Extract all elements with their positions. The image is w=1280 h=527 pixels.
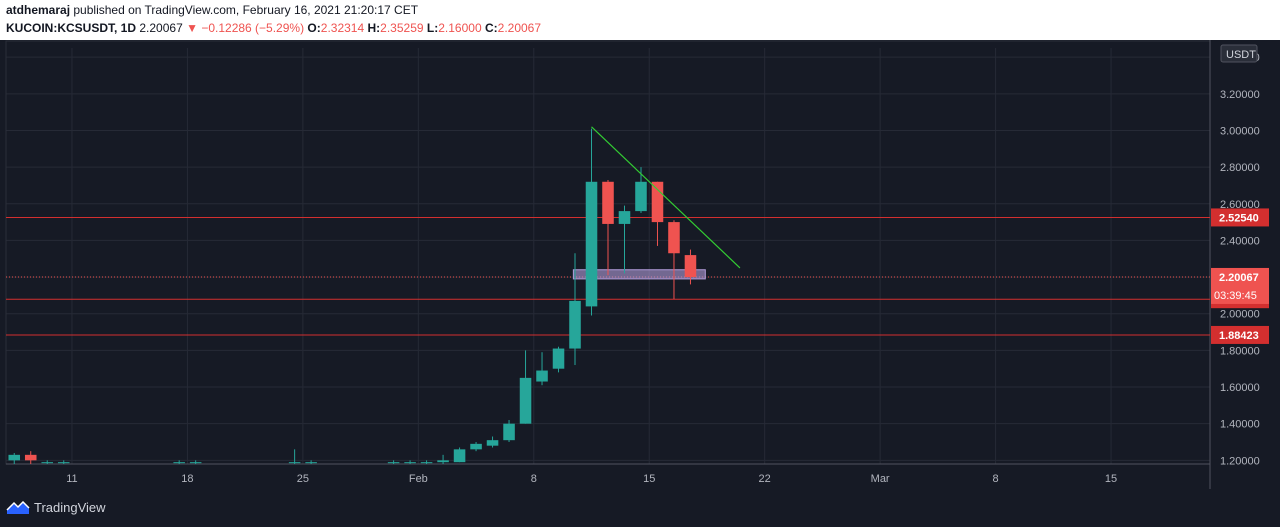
time-tick-label: 11: [66, 473, 77, 485]
time-tick-label: 22: [759, 473, 771, 485]
candle-body[interactable]: [420, 462, 433, 464]
trend-line[interactable]: [591, 126, 741, 269]
zone-rectangle[interactable]: [572, 269, 706, 280]
symbol-label[interactable]: KUCOIN:KCSUSDT, 1D: [6, 21, 137, 35]
price-tick-label: 1.20000: [1220, 455, 1260, 467]
time-tick-label: 15: [1105, 473, 1117, 485]
candle-body[interactable]: [651, 181, 664, 223]
candle-body[interactable]: [305, 462, 317, 464]
tradingview-brand: TradingView: [34, 500, 106, 515]
price-tick-label: 2.80000: [1220, 162, 1260, 174]
candle-body[interactable]: [519, 377, 532, 424]
low-label: L:: [426, 21, 439, 35]
high-value: 2.35259: [380, 21, 424, 35]
time-tick-label: 25: [297, 473, 309, 485]
time-tick-label: 15: [643, 473, 655, 485]
time-tick-label: 8: [993, 473, 999, 485]
candle-body[interactable]: [618, 211, 631, 224]
candlestick-chart[interactable]: 1.20000 1.40000 1.60000 1.80000 2.00000 2.200…: [0, 40, 1280, 490]
candle-body[interactable]: [24, 454, 37, 461]
down-arrow-icon: ▼: [186, 21, 198, 35]
horizontal-line-price-tag: 2.52540: [1219, 212, 1259, 224]
price-tick-label: 2.60000: [1220, 199, 1260, 211]
price-tick-label: 1.60000: [1220, 382, 1260, 394]
price-tick-label: 3.00000: [1220, 125, 1260, 137]
low-value: 2.16000: [438, 21, 482, 35]
candle-body[interactable]: [503, 423, 515, 441]
candle-body[interactable]: [288, 462, 301, 464]
candle-body[interactable]: [486, 440, 499, 446]
price-tick-label: 2.00000: [1220, 309, 1260, 321]
publish-date: published on TradingView.com, February 1…: [73, 3, 419, 17]
tradingview-logo[interactable]: TradingView: [6, 500, 106, 515]
price-tick-label: 1.40000: [1220, 419, 1260, 431]
candle-body[interactable]: [635, 181, 647, 212]
candle-body[interactable]: [684, 255, 697, 278]
candle-body[interactable]: [387, 462, 400, 464]
chart-background: [0, 40, 1280, 490]
time-tick-label: Mar: [871, 473, 890, 485]
candle-body[interactable]: [8, 454, 21, 461]
horizontal-line-price-tag-bg: [1211, 208, 1269, 227]
time-tick-label: 18: [181, 473, 193, 485]
candle-body[interactable]: [404, 462, 416, 464]
horizontal-line-price-tag-bg: [1211, 325, 1269, 344]
candle-body[interactable]: [668, 222, 680, 254]
candle-body[interactable]: [57, 462, 70, 464]
candle-body[interactable]: [453, 449, 466, 463]
high-label: H:: [367, 21, 381, 35]
price-tick-label: 1.80000: [1220, 345, 1260, 357]
candle-body[interactable]: [569, 300, 581, 349]
close-value: 2.20067: [497, 21, 542, 35]
close-label: C:: [484, 21, 498, 35]
price-tick-label: 2.40000: [1220, 235, 1260, 247]
open-value: 2.32314: [320, 21, 365, 35]
candle-body[interactable]: [585, 181, 598, 307]
open-label: O:: [307, 21, 321, 35]
currency-badge[interactable]: [1220, 44, 1258, 63]
candle-body[interactable]: [470, 443, 482, 450]
ohlc-legend: KUCOIN:KCSUSDT, 1D 2.20067 ▼ −0.12286 (−…: [6, 21, 541, 35]
candle-body[interactable]: [437, 460, 449, 463]
currency-label: USDT: [1226, 49, 1256, 61]
publish-info: atdhemaraj published on TradingView.com,…: [6, 3, 418, 17]
tradingview-logo-icon: [6, 500, 30, 514]
candle-body[interactable]: [602, 181, 614, 224]
time-tick-label: Feb: [409, 473, 428, 485]
chart-header: atdhemaraj published on TradingView.com,…: [0, 0, 1280, 40]
last-price-tag-bg: [1211, 267, 1269, 304]
time-tick-label: 8: [531, 473, 537, 485]
last-price: 2.20067: [139, 21, 183, 35]
countdown-label: 03:39:45: [1214, 290, 1257, 302]
author-name[interactable]: atdhemaraj: [6, 3, 71, 17]
chart-footer: TradingView: [0, 490, 1280, 527]
candle-body[interactable]: [552, 348, 565, 369]
candle-body[interactable]: [189, 462, 202, 464]
candle-body[interactable]: [536, 370, 548, 382]
candle-body[interactable]: [173, 462, 185, 464]
price-tick-label: 3.20000: [1220, 89, 1260, 101]
candle-body[interactable]: [41, 462, 54, 464]
horizontal-line-price-tag: 1.88423: [1219, 330, 1259, 342]
last-price-tag: 2.20067: [1219, 272, 1259, 284]
price-change: −0.12286 (−5.29%): [201, 21, 305, 35]
